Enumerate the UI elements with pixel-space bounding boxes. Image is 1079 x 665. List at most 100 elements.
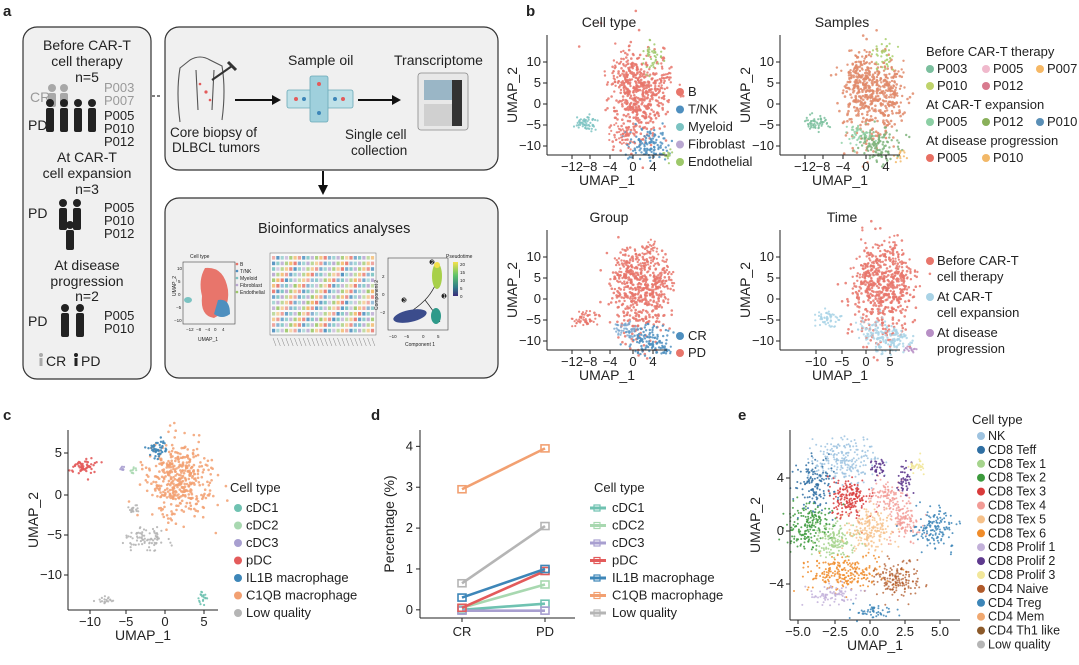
bioinf-title: Bioinformatics analyses [258, 221, 410, 237]
d-legend-marker [593, 591, 601, 600]
e-ytick-1: 4 [777, 470, 784, 485]
b-group-ylabel: UMAP_2 [504, 262, 520, 318]
prog-n: n=2 [75, 288, 99, 304]
b-celltype-legend-dot [676, 158, 684, 166]
d-point [540, 521, 550, 531]
b-samples-legend-dot [926, 65, 934, 73]
e-legend-dot [977, 598, 985, 607]
d-legend-label: cDC3 [612, 535, 645, 550]
d-legend-label: C1QB macrophage [612, 588, 723, 603]
c-legend-label: Low quality [246, 605, 312, 620]
b-time-ytick-2: 5 [767, 270, 774, 285]
d-point [457, 603, 467, 613]
b-samples-legend-label: P005 [937, 114, 967, 129]
mini-xtick-2: −8 [196, 327, 202, 332]
e-legend-dot [977, 432, 985, 440]
b-samples-legend-dot [926, 118, 934, 126]
d-point [540, 564, 550, 574]
b-celltype-ytick-2: 5 [534, 75, 541, 90]
e-ytick-3: −4 [769, 576, 784, 591]
e-ytick-2: 0 [777, 523, 784, 538]
e-legend-label: CD8 Prolif 3 [988, 568, 1055, 582]
microfluidic-chip-icon [286, 75, 354, 123]
c-legend-label: cDC2 [246, 518, 279, 533]
b-time-ytick-3: 0 [767, 291, 774, 306]
b-samples-xlabel: UMAP_1 [812, 172, 868, 188]
c-xtick-3: 0 [161, 614, 168, 629]
e-legend-label: CD4 Naive [988, 582, 1048, 596]
b-samples-legend-label: P007 [1047, 61, 1077, 76]
b-samples-xtick-5: 4 [882, 159, 889, 174]
before-title-2: cell therapy [51, 53, 123, 69]
c-xlabel: UMAP_1 [115, 627, 171, 643]
pt-tick-2: 15 [460, 270, 466, 275]
b-group-ytick-5: −10 [519, 333, 541, 348]
b-samples-xtick-3: −4 [836, 159, 851, 174]
mini-violin-grid [269, 252, 377, 347]
body-biopsy-icon [177, 56, 238, 123]
d-series-c1qb-macrophage [457, 444, 550, 494]
prog-pd-label: PD [28, 313, 47, 329]
b-celltype-ytick-1: 10 [527, 54, 541, 69]
pt-tick-3: 10 [460, 278, 466, 283]
d-legend-marker [593, 504, 601, 512]
cohort-box [22, 26, 152, 380]
d-series-line [461, 524, 546, 585]
exp-n: n=3 [75, 181, 99, 197]
mini-leg-2: T/NK [240, 269, 252, 275]
e-legend-label: CD4 Treg [988, 596, 1042, 610]
prog-people-icon [61, 304, 84, 337]
e-legend-label: CD8 Tex 1 [988, 457, 1046, 471]
b-samples-legend-dot [982, 65, 990, 73]
mini-xtick-1: −12 [186, 327, 194, 332]
c-legend-label: pDC [246, 553, 272, 568]
c-legend-dot [234, 591, 242, 600]
pt-xtick-1: −10 [389, 334, 397, 339]
d-xtick-label: PD [536, 624, 554, 639]
b-celltype-legend-dot [676, 123, 684, 131]
d-series-line [461, 583, 546, 610]
d-legend-item: cDC1 [590, 500, 645, 515]
prog-title-2: progression [50, 273, 123, 289]
e-xtick-3: 0.0 [861, 624, 879, 639]
b-celltype-legend-label: Myeloid [688, 119, 733, 134]
e-xtick-4: 2.5 [896, 624, 914, 639]
c-legend-dot [234, 556, 242, 565]
c-ytick-3: −5 [47, 527, 62, 542]
b-time-legend-label-2: cell expansion [937, 305, 1019, 320]
b-celltype-legend-label: T/NK [688, 102, 718, 117]
panel-c: −10 −5 0 5 5 0 −5 −10 UMAP_1 UMAP_2 Cell type cDC1 c… [25, 421, 357, 643]
e-legend-dot [977, 584, 985, 593]
b-group-ytick-1: 10 [527, 249, 541, 264]
d-ytick-label: 1 [406, 561, 413, 576]
cr-id-2: P007 [104, 93, 134, 108]
c-ytick-2: 0 [55, 487, 62, 502]
panel-a: Before CAR-T cell therapy n=5 CR P003 P0… [22, 26, 499, 380]
d-point [457, 578, 467, 588]
b-group-legend: CR PD [676, 328, 707, 360]
b-group-xtick-5: 4 [649, 354, 656, 369]
exp-people-icon [59, 199, 81, 250]
b-samples-legend-dot [982, 154, 990, 162]
b-samples-legend-label: P003 [937, 61, 967, 76]
b-samples-legend-dot [982, 118, 990, 126]
before-n: n=5 [75, 69, 99, 85]
mini-umap-ylabel: UMAP_2 [172, 276, 178, 296]
mini-leg-5: Endothelial [240, 290, 265, 296]
b-samples-legend-dot [1036, 118, 1044, 126]
mini-ytick-3: 0 [178, 292, 181, 297]
b-group-xtick-3: −4 [603, 354, 618, 369]
b-samples-legend-label: P012 [993, 114, 1023, 129]
b-time-title: Time [827, 209, 858, 225]
b-group-legend-label: CR [688, 328, 707, 343]
b-samples-legend-label: P012 [993, 78, 1023, 93]
e-umap-points [778, 435, 962, 623]
e-legend-dot [977, 612, 985, 621]
d-series-low-quality [457, 521, 550, 588]
pt-state-3: 3 [403, 298, 406, 304]
c-xtick-2: −5 [119, 614, 134, 629]
pd-label: PD [28, 117, 47, 133]
b-celltype-legend-dot [676, 140, 684, 149]
